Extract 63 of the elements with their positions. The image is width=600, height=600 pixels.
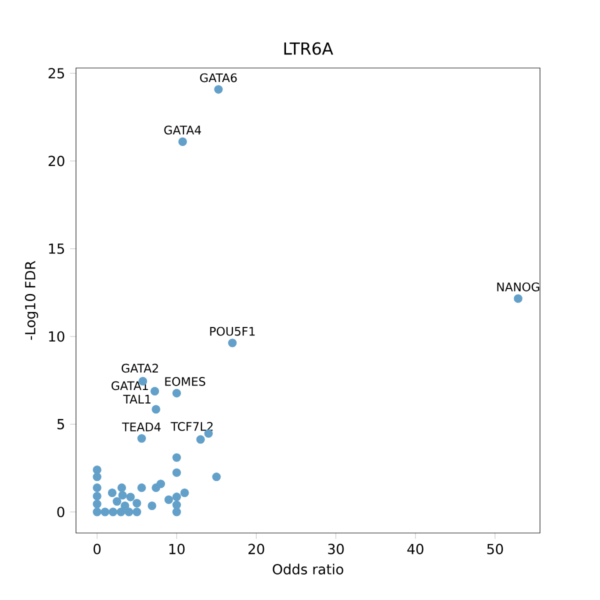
annotation: TEAD4 — [122, 422, 161, 432]
point — [117, 483, 126, 492]
point — [178, 137, 187, 146]
point — [172, 508, 181, 516]
point — [112, 497, 122, 506]
point — [126, 492, 135, 502]
point — [148, 502, 156, 510]
point — [164, 495, 174, 504]
y-tick-label: 15 — [49, 244, 64, 254]
y-tick-label: 10 — [49, 331, 64, 342]
point — [172, 388, 181, 398]
y-tick-label: 20 — [48, 156, 64, 166]
point — [92, 500, 102, 508]
x-tick-label: 20 — [248, 544, 264, 554]
point — [108, 508, 118, 516]
annotation: TAL1 — [123, 394, 150, 404]
x-tick-label: 30 — [328, 544, 344, 554]
annotation: GATA2 — [122, 364, 158, 373]
point — [137, 483, 146, 492]
point — [92, 508, 102, 516]
point — [92, 472, 102, 482]
chart-title: LTR6A — [284, 42, 334, 55]
annotation: GATA6 — [200, 73, 237, 82]
point — [120, 502, 130, 510]
point — [92, 492, 102, 500]
x-tick-label: 10 — [169, 544, 185, 554]
point — [137, 434, 146, 443]
x-axis-title: Odds ratio — [272, 564, 344, 574]
y-tick-label: 25 — [48, 68, 64, 78]
point — [132, 508, 142, 516]
point — [156, 480, 166, 488]
annotation: NANOG — [497, 282, 540, 292]
annotation: EOMES — [165, 377, 206, 386]
y-tick-label: 0 — [57, 506, 64, 518]
point — [132, 498, 142, 508]
point — [108, 488, 117, 498]
point — [100, 508, 110, 516]
point — [196, 435, 205, 444]
annotation: GATA4 — [164, 126, 202, 135]
point — [172, 453, 181, 462]
point — [214, 85, 223, 94]
point — [92, 483, 102, 492]
point — [150, 386, 160, 396]
annotation: GATA1 — [112, 381, 148, 390]
point — [172, 500, 181, 510]
point — [172, 468, 181, 477]
point — [172, 492, 181, 502]
x-tick-label: 50 — [487, 544, 503, 554]
y-axis-title: -Log10 FDR — [24, 260, 38, 340]
point — [116, 508, 126, 516]
annotation: POU5F1 — [210, 326, 255, 336]
point — [152, 405, 160, 414]
point — [212, 472, 221, 482]
point — [514, 294, 522, 303]
y-tick-label: 5 — [57, 419, 64, 430]
annotation: TCF7L2 — [170, 422, 213, 431]
point — [180, 488, 189, 498]
point — [124, 508, 134, 516]
point — [228, 338, 237, 348]
x-tick-label: 40 — [407, 544, 424, 554]
point — [118, 490, 127, 500]
point — [92, 466, 102, 474]
x-tick-label: 0 — [94, 544, 101, 554]
